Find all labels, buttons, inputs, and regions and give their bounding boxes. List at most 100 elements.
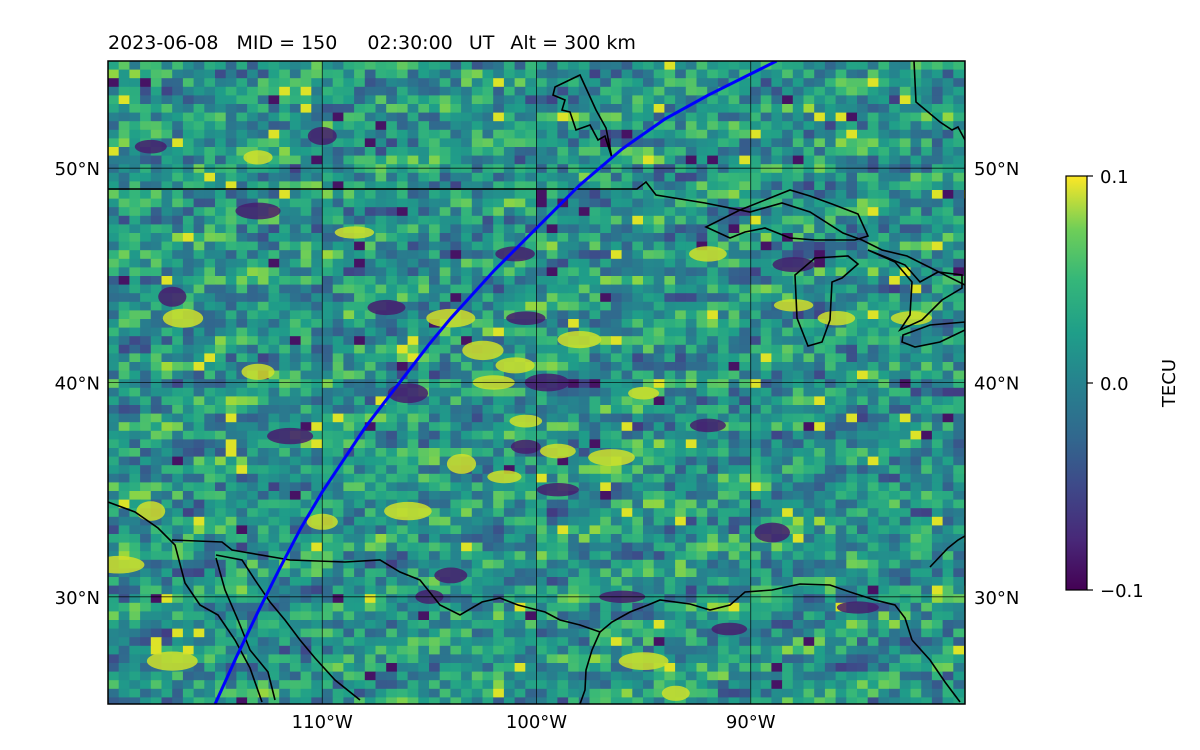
- tec-cell: [332, 379, 344, 389]
- tec-cell: [182, 121, 195, 131]
- tec-cell: [728, 293, 740, 303]
- tec-cell: [386, 78, 398, 88]
- tec-cell: [225, 172, 237, 182]
- tec-cell: [557, 508, 569, 518]
- tec-cell: [717, 439, 730, 449]
- tec-cell: [204, 559, 216, 569]
- tec-cell: [129, 430, 141, 440]
- tec-cell: [129, 233, 141, 243]
- tec-cell: [204, 104, 216, 114]
- tec-cell: [750, 267, 762, 277]
- tec-cell: [525, 147, 537, 157]
- tec-cell: [482, 559, 494, 569]
- tec-cell: [685, 181, 698, 191]
- tec-cell: [707, 198, 719, 208]
- tec-cell: [857, 482, 869, 492]
- tec-cell: [108, 362, 120, 372]
- tec-cell: [814, 448, 826, 458]
- tec-cell: [118, 198, 130, 208]
- tec-cell: [150, 413, 163, 423]
- tec-cell: [493, 233, 505, 243]
- tec-cell: [846, 104, 858, 114]
- tec-cell: [225, 379, 237, 389]
- tec-cell: [546, 430, 558, 440]
- tec-cell: [803, 267, 815, 277]
- tec-cell: [129, 379, 141, 389]
- tec-cell: [118, 542, 130, 552]
- tec-cell: [589, 405, 601, 415]
- tec-cell: [514, 344, 526, 354]
- tec-cell: [279, 559, 291, 569]
- tec-cell: [953, 121, 965, 131]
- tec-cell: [878, 207, 890, 217]
- tec-cell: [161, 465, 173, 475]
- tec-cell: [429, 542, 441, 552]
- tec-cell: [921, 405, 933, 415]
- tec-cell: [108, 327, 120, 337]
- tec-cell: [150, 379, 163, 389]
- tec-cell: [450, 387, 462, 397]
- tec-cell: [461, 362, 473, 372]
- tec-cell: [311, 61, 323, 71]
- tec-cell: [835, 112, 847, 122]
- tec-cell: [953, 276, 965, 286]
- tec-cell: [685, 465, 698, 475]
- tec-cell: [204, 379, 216, 389]
- tec-cell: [375, 310, 387, 320]
- tec-cell: [578, 379, 591, 389]
- tec-cell: [942, 310, 954, 320]
- tec-cell: [364, 327, 377, 337]
- tec-cell: [247, 396, 259, 406]
- tec-cell: [215, 95, 227, 105]
- tec-cell: [921, 207, 933, 217]
- tec-cell: [910, 534, 922, 544]
- tec-cell: [696, 362, 708, 372]
- tec-cell: [717, 215, 730, 225]
- tec-cell: [739, 568, 751, 578]
- tec-cell: [814, 396, 826, 406]
- tec-cell: [150, 353, 163, 363]
- tec-cell: [696, 439, 708, 449]
- tec-cell: [942, 129, 954, 139]
- tec-cell: [846, 413, 858, 423]
- tec-cell: [578, 413, 591, 423]
- tec-cell: [600, 379, 612, 389]
- tec-cell: [461, 284, 473, 294]
- tec-cell: [129, 172, 141, 182]
- tec-cell: [792, 181, 805, 191]
- tec-cell: [610, 95, 623, 105]
- tec-cell: [193, 379, 205, 389]
- tec-cell: [407, 284, 419, 294]
- tec-cell: [247, 250, 259, 260]
- tec-cell: [418, 138, 430, 148]
- tec-cell: [685, 448, 698, 458]
- tec-cell: [589, 387, 601, 397]
- tec-cell: [568, 422, 580, 432]
- tec-cell: [257, 491, 270, 501]
- tec-cell: [568, 499, 580, 509]
- tec-cell: [279, 405, 291, 415]
- tec-cell: [525, 233, 537, 243]
- tec-cell: [514, 61, 526, 71]
- tec-cell: [407, 155, 419, 165]
- tec-cell: [750, 465, 762, 475]
- tec-cell: [610, 164, 623, 174]
- tec-cell: [792, 69, 805, 79]
- tec-cell: [568, 551, 580, 561]
- tec-cell: [621, 491, 633, 501]
- tec-cell: [215, 250, 227, 260]
- tec-cell: [696, 301, 708, 311]
- tec-cell: [632, 78, 644, 88]
- tec-cell: [471, 233, 484, 243]
- tec-cell: [600, 430, 612, 440]
- tec-cell: [343, 473, 355, 483]
- tec-cell: [204, 121, 216, 131]
- tec-cell: [396, 78, 409, 88]
- tec-cell: [546, 405, 558, 415]
- tec-cell: [600, 405, 612, 415]
- tec-cell: [621, 499, 633, 509]
- tec-cell: [161, 181, 173, 191]
- tec-cell: [322, 387, 334, 397]
- tec-cell: [739, 336, 751, 346]
- tec-cell: [471, 559, 484, 569]
